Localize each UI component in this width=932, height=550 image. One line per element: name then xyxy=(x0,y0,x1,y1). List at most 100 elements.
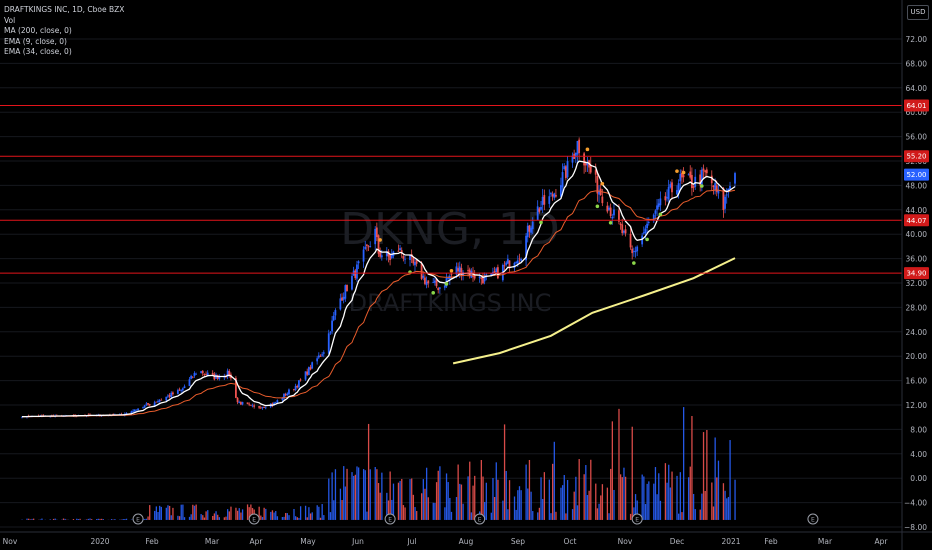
candle-body xyxy=(513,262,516,268)
candle-body xyxy=(422,275,425,278)
volume-bar xyxy=(286,513,289,520)
volume-bar xyxy=(49,519,51,520)
legend-ema9[interactable]: EMA (9, close, 0) xyxy=(4,36,67,46)
volume-bar xyxy=(537,512,539,520)
volume-bar xyxy=(595,483,597,520)
legend-ema34[interactable]: EMA (34, close, 0) xyxy=(4,47,72,56)
candle-body xyxy=(296,385,299,388)
currency-button[interactable]: USD xyxy=(907,5,929,20)
volume-bar xyxy=(619,474,622,520)
volume-bar xyxy=(250,504,252,520)
volume-bar xyxy=(515,509,517,520)
candlesticks xyxy=(21,137,736,419)
volume-bar xyxy=(281,517,284,520)
level-price-label: 55.20 xyxy=(906,153,926,161)
candle-body xyxy=(467,270,469,272)
candle-body xyxy=(409,255,411,261)
candle-body xyxy=(443,285,446,288)
candle-body xyxy=(339,298,342,310)
volume-bar xyxy=(321,504,323,520)
candle-body xyxy=(618,210,620,222)
ema34-line xyxy=(22,189,736,418)
volume-bar xyxy=(470,512,473,520)
volume-bar xyxy=(190,514,192,520)
signal-marker xyxy=(444,282,449,286)
volume-bar xyxy=(659,500,662,520)
candle-body xyxy=(188,379,191,387)
volume-bar xyxy=(258,506,260,520)
candle-body xyxy=(722,188,725,210)
legend-volume[interactable]: Vol xyxy=(4,15,16,25)
volume-bar xyxy=(518,486,521,520)
volume-bar xyxy=(669,487,672,520)
candle-body xyxy=(705,169,708,174)
candle-body xyxy=(515,262,518,264)
volume-bar xyxy=(542,498,544,520)
volume-bar xyxy=(52,518,55,520)
candle-body xyxy=(195,373,198,375)
horizontal-levels[interactable] xyxy=(0,105,902,274)
volume-bar xyxy=(676,475,678,520)
candle-body xyxy=(342,296,345,300)
volume-bar xyxy=(54,518,56,520)
candle-body xyxy=(248,403,251,405)
candle-body xyxy=(264,407,267,409)
signal-marker xyxy=(645,237,649,242)
volume-bar xyxy=(235,507,237,520)
ma200-line xyxy=(452,257,736,365)
level-price-label: 44.07 xyxy=(906,217,926,225)
volume-bar xyxy=(424,488,426,520)
candle-body xyxy=(356,264,358,279)
volume-bar xyxy=(377,483,380,520)
volume-bar xyxy=(643,476,645,520)
volume-bar xyxy=(722,483,725,520)
candle-body xyxy=(518,258,521,260)
legend-ma200[interactable]: MA (200, close, 0) xyxy=(4,26,72,35)
candle-body xyxy=(218,376,221,380)
candle-body xyxy=(609,207,612,217)
volume-bar xyxy=(729,440,731,520)
volume-bar xyxy=(702,432,705,520)
time-tick-label: Apr xyxy=(875,537,889,546)
volume-bar xyxy=(575,476,577,520)
candle-body xyxy=(681,172,683,178)
signal-marker xyxy=(658,212,663,217)
volume-bar xyxy=(573,491,575,520)
signal-marker xyxy=(632,261,636,265)
volume-bar xyxy=(467,476,469,520)
candle-body xyxy=(190,375,193,379)
volume-bar xyxy=(648,481,650,520)
candle-body xyxy=(178,389,181,391)
candle-body xyxy=(687,174,690,176)
time-axis[interactable]: Nov 2020 Feb Mar Apr May Jun Jul Aug Sep Oct Nov Dec… xyxy=(0,531,932,546)
level-price-tag xyxy=(904,214,929,227)
volume-bar xyxy=(427,497,429,520)
candle-body xyxy=(485,274,488,276)
candle-body xyxy=(538,208,541,212)
time-tick-label: May xyxy=(300,537,316,546)
candle-body xyxy=(380,255,383,258)
volume-bar xyxy=(110,519,113,520)
candle-body xyxy=(271,403,274,406)
candle-body xyxy=(157,401,159,402)
volume-bar xyxy=(525,464,527,520)
volume-bar xyxy=(344,486,347,520)
earnings-icon-label: E xyxy=(811,517,815,524)
volume-bar xyxy=(644,504,647,520)
candle-body xyxy=(563,166,566,170)
volume-bar xyxy=(353,475,355,520)
price-axis[interactable]: 72.00 68.00 64.00 60.00 56.00 52.00 48.00 44.00… xyxy=(901,0,929,550)
candle-body xyxy=(667,186,670,200)
time-tick-label: Jun xyxy=(351,537,364,546)
candle-body xyxy=(564,166,567,179)
volume-bar xyxy=(168,505,171,520)
legend-symbol[interactable]: DRAFTKINGS INC, 1D, Cboe BZX xyxy=(4,5,125,14)
candle-body xyxy=(559,185,562,197)
volume-bar xyxy=(571,509,574,520)
candle-body xyxy=(377,235,380,254)
candle-body xyxy=(712,185,715,188)
candle-body xyxy=(253,405,256,407)
candle-body xyxy=(402,256,405,259)
